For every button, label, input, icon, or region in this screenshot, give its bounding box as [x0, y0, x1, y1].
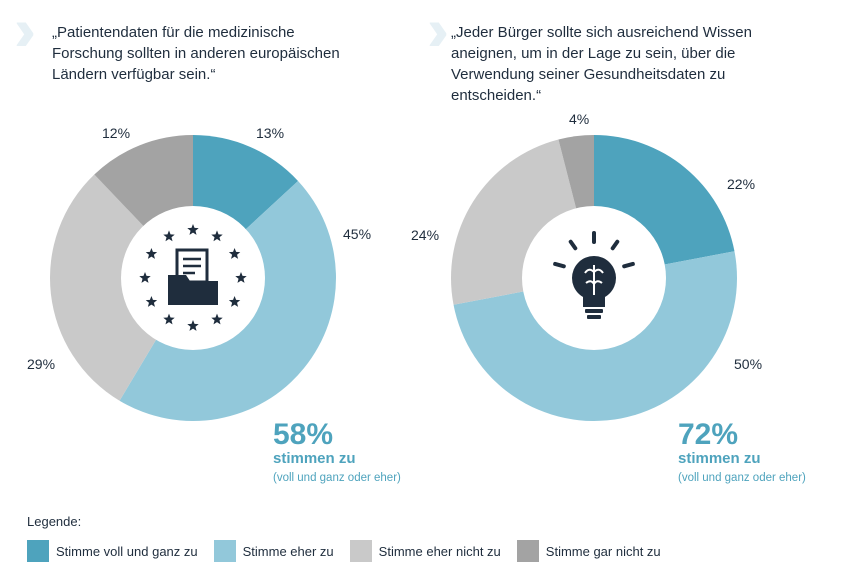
star-icon [211, 313, 223, 325]
star-icon [163, 230, 175, 242]
legend-swatch [516, 540, 539, 562]
quote-left-line: „Patientendaten für die medizinische [52, 24, 295, 41]
summary-note-left: (voll und ganz oder eher) [273, 472, 401, 484]
summary-label-left: stimmen zu [273, 450, 356, 467]
summary-label-right: stimmen zu [678, 450, 761, 467]
donut-chart-right [451, 135, 737, 421]
legend-item: Stimme voll und ganz zu [27, 540, 198, 562]
data-label-left-gar-nicht: 12% [102, 125, 131, 141]
data-label-right-gar-nicht: 4% [569, 111, 590, 127]
star-icon [228, 296, 241, 307]
eu-stars-document-folder-icon [139, 224, 247, 331]
data-label-left-eher: 45% [343, 226, 372, 242]
star-icon [235, 272, 247, 283]
legend-item: Stimme gar nicht zu [516, 540, 661, 562]
legend-swatch [27, 540, 49, 562]
quote-right: „Jeder Bürger sollte sich ausreichend Wi… [451, 22, 752, 106]
quote-right-line: „Jeder Bürger sollte sich ausreichend Wi… [451, 24, 752, 41]
legend-swatch [349, 540, 372, 562]
legend-label: Stimme eher nicht zu [378, 543, 501, 559]
star-icon [145, 296, 158, 307]
quote-left-line: Ländern verfügbar sein.“ [52, 66, 216, 83]
star-icon [211, 230, 223, 242]
star-icon [163, 313, 175, 325]
data-label-left-voll: 13% [256, 125, 285, 141]
legend: Stimme voll und ganz zu Stimme eher zu S… [27, 540, 677, 562]
quote-left: „Patientendaten für die medizinische For… [52, 22, 340, 85]
summary-value-right: 72% [678, 418, 739, 451]
star-icon [145, 248, 158, 259]
quote-right-line: aneignen, um in der Lage zu sein, über d… [451, 45, 736, 62]
data-label-left-eher-nicht: 29% [27, 356, 56, 372]
legend-swatch [213, 540, 236, 562]
data-label-right-eher: 50% [734, 356, 763, 372]
slice-eher-nicht-zu [50, 174, 194, 401]
quote-right-line: entscheiden.“ [451, 87, 542, 104]
legend-item: Stimme eher zu [213, 540, 334, 562]
legend-label: Stimme gar nicht zu [545, 543, 661, 559]
data-label-right-voll: 22% [727, 176, 756, 192]
star-icon [187, 224, 199, 235]
donut-chart-left [50, 135, 337, 421]
chevron-decoration-right: ›› [427, 0, 449, 63]
legend-item: Stimme eher nicht zu [349, 540, 501, 562]
legend-label: Stimme eher zu [242, 543, 334, 559]
data-label-right-eher-nicht: 24% [411, 227, 440, 243]
legend-title: Legende: [27, 514, 82, 529]
summary-note-right: (voll und ganz oder eher) [678, 472, 806, 484]
star-icon [139, 272, 151, 283]
legend-label: Stimme voll und ganz zu [56, 543, 198, 559]
star-icon [228, 248, 241, 259]
summary-value-left: 58% [273, 418, 334, 451]
star-icon [187, 320, 199, 331]
quote-right-line: Verwendung seiner Gesundheitsdaten zu [451, 66, 726, 83]
chevron-decoration-left: ›› [14, 0, 36, 63]
lightbulb-brain-icon [553, 231, 635, 319]
quote-left-line: Forschung sollten in anderen europäische… [52, 45, 340, 62]
